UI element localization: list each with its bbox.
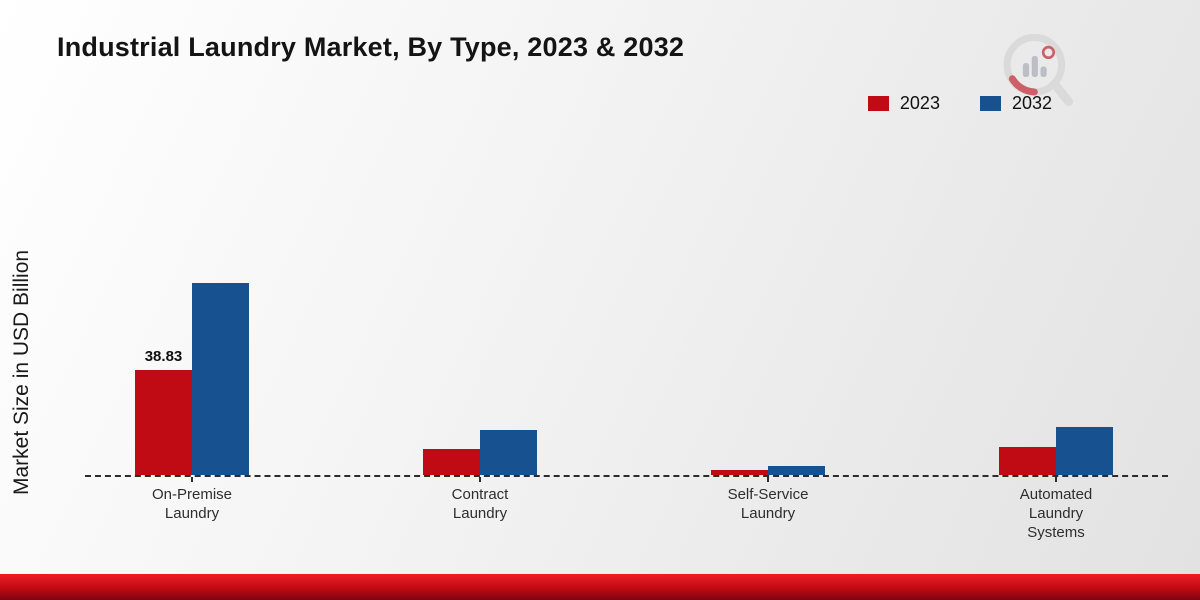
chart-title: Industrial Laundry Market, By Type, 2023… [57, 32, 685, 62]
category-label: On-Premise Laundry [151, 486, 233, 523]
axis-tick [767, 477, 769, 482]
legend-item-2023: 2023 [867, 93, 940, 114]
category-label: Automated Laundry Systems [1019, 486, 1093, 542]
category-label: Self-Service Laundry [727, 486, 809, 523]
bar-2032-2 [768, 466, 825, 475]
legend-swatch [979, 96, 1001, 111]
bar-2023-0 [135, 370, 192, 475]
bar-2032-3 [1056, 427, 1113, 475]
legend-label: 2032 [1011, 93, 1052, 113]
bar-2032-0 [192, 283, 249, 475]
legend-item-2032: 2032 [979, 93, 1052, 114]
bar-2023-3 [999, 447, 1056, 475]
bar-data-label: 38.83 [144, 348, 183, 365]
axis-tick [191, 477, 193, 482]
bar-2023-1 [423, 449, 480, 475]
footer-band [0, 574, 1200, 600]
legend-swatch [867, 96, 889, 111]
axis-tick [1055, 477, 1057, 482]
brand-logo [1003, 33, 1074, 107]
category-label: Contract Laundry [451, 486, 509, 523]
x-axis-baseline [85, 475, 1168, 477]
chart-legend: 2023 2032 [867, 93, 1052, 114]
legend-label: 2023 [899, 93, 940, 113]
bar-2032-1 [480, 430, 537, 475]
y-axis-label: Market Size in USD Billion [10, 249, 33, 495]
axis-tick [479, 477, 481, 482]
bar-2023-2 [711, 470, 768, 475]
